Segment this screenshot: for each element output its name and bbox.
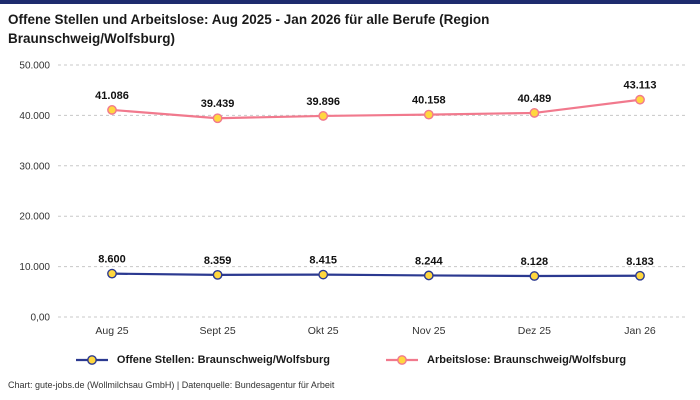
svg-text:8.359: 8.359 [204,255,232,267]
svg-text:8.183: 8.183 [626,256,654,268]
top-accent-bar [0,0,700,4]
svg-text:40.000: 40.000 [19,111,50,122]
svg-text:40.158: 40.158 [412,94,446,106]
svg-text:10.000: 10.000 [19,262,50,273]
svg-text:Dez 25: Dez 25 [518,325,551,337]
svg-text:43.113: 43.113 [623,79,656,91]
legend-line-marker-icon [75,354,108,365]
svg-text:8.415: 8.415 [309,254,337,266]
legend-label-offene-stellen: Offene Stellen: Braunschweig/Wolfsburg [116,353,331,366]
chart-card: Offene Stellen und Arbeitslose: Aug 2025… [0,0,700,390]
chart-legend: Offene Stellen: Braunschweig/Wolfsburg A… [0,348,700,372]
svg-text:50.000: 50.000 [19,60,50,71]
svg-text:8.244: 8.244 [415,255,443,267]
svg-text:Nov 25: Nov 25 [412,325,445,337]
legend-item-arbeitslose[interactable]: Arbeitslose: Braunschweig/Wolfsburg [384,354,626,366]
svg-text:39.439: 39.439 [201,98,235,110]
legend-item-offene-stellen[interactable]: Offene Stellen: Braunschweig/Wolfsburg [74,354,330,366]
line-chart: 0,00 10.000 20.000 30.000 40.000 50.000 Aug 25… [19,60,688,337]
legend-line-marker-icon [386,354,419,365]
svg-text:0,00: 0,00 [31,312,51,323]
svg-text:8.600: 8.600 [98,253,126,265]
svg-text:39.896: 39.896 [306,96,340,108]
svg-text:30.000: 30.000 [19,161,50,172]
svg-text:41.086: 41.086 [95,90,129,102]
attribution-footer: Chart: gute-jobs.de (Wollmilchsau GmbH) … [8,379,335,390]
legend-label-arbeitslose: Arbeitslose: Braunschweig/Wolfsburg [427,353,627,366]
svg-text:Sept 25: Sept 25 [199,325,235,337]
chart-title: Offene Stellen und Arbeitslose: Aug 2025… [8,12,490,46]
svg-text:20.000: 20.000 [19,211,50,222]
svg-text:Aug 25: Aug 25 [95,325,128,337]
svg-text:Okt 25: Okt 25 [308,325,339,337]
svg-text:Jan 26: Jan 26 [624,325,656,337]
svg-text:40.489: 40.489 [518,93,552,105]
svg-text:8.128: 8.128 [521,256,549,268]
